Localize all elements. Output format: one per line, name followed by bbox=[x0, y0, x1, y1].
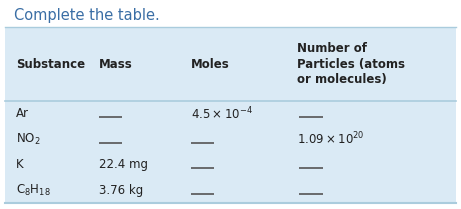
Text: Ar: Ar bbox=[16, 107, 29, 120]
Text: K: K bbox=[16, 158, 24, 171]
Text: Number of
Particles (atoms
or molecules): Number of Particles (atoms or molecules) bbox=[297, 42, 405, 86]
Text: NO$_2$: NO$_2$ bbox=[16, 131, 41, 147]
Text: 3.76 kg: 3.76 kg bbox=[99, 184, 143, 196]
Text: $1.09 \times 10^{20}$: $1.09 \times 10^{20}$ bbox=[297, 131, 365, 147]
Text: Moles: Moles bbox=[191, 57, 230, 71]
Text: Mass: Mass bbox=[99, 57, 133, 71]
Text: Complete the table.: Complete the table. bbox=[14, 8, 160, 23]
Text: 22.4 mg: 22.4 mg bbox=[99, 158, 148, 171]
Text: Substance: Substance bbox=[16, 57, 85, 71]
Text: C$_8$H$_{18}$: C$_8$H$_{18}$ bbox=[16, 182, 51, 198]
Bar bbox=[5, 27, 456, 203]
Text: $4.5 \times 10^{-4}$: $4.5 \times 10^{-4}$ bbox=[191, 105, 253, 122]
